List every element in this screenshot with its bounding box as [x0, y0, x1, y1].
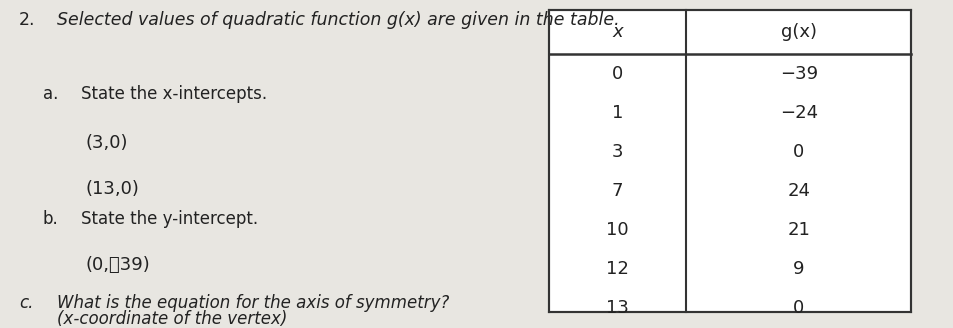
- Text: State the x-intercepts.: State the x-intercepts.: [81, 85, 267, 103]
- Text: 1: 1: [611, 104, 622, 122]
- Text: 3: 3: [611, 143, 622, 161]
- Text: x: x: [612, 23, 622, 41]
- Text: (x-coordinate of the vertex): (x-coordinate of the vertex): [57, 310, 287, 328]
- Text: 10: 10: [605, 221, 628, 239]
- Bar: [548, 10, 910, 312]
- Text: 13: 13: [605, 299, 628, 318]
- Text: b.: b.: [43, 210, 59, 228]
- Text: What is the equation for the axis of symmetry?: What is the equation for the axis of sym…: [57, 294, 449, 312]
- Text: (0,⁳39): (0,⁳39): [86, 256, 151, 274]
- Text: 7: 7: [611, 182, 622, 200]
- Text: State the y-intercept.: State the y-intercept.: [81, 210, 258, 228]
- Text: g(x): g(x): [780, 23, 816, 41]
- Text: 2.: 2.: [19, 11, 35, 30]
- Text: 21: 21: [786, 221, 809, 239]
- Text: −39: −39: [779, 65, 817, 83]
- Text: a.: a.: [43, 85, 58, 103]
- Text: −24: −24: [779, 104, 817, 122]
- Text: 9: 9: [792, 260, 803, 278]
- Text: c.: c.: [19, 294, 33, 312]
- Text: 0: 0: [792, 143, 803, 161]
- Text: 0: 0: [792, 299, 803, 318]
- Text: (3,0): (3,0): [86, 134, 129, 153]
- Text: (13,0): (13,0): [86, 180, 139, 198]
- Text: Selected values of quadratic function g(x) are given in the table.: Selected values of quadratic function g(…: [57, 11, 619, 30]
- Text: 24: 24: [786, 182, 809, 200]
- Text: 0: 0: [611, 65, 622, 83]
- Text: 12: 12: [605, 260, 628, 278]
